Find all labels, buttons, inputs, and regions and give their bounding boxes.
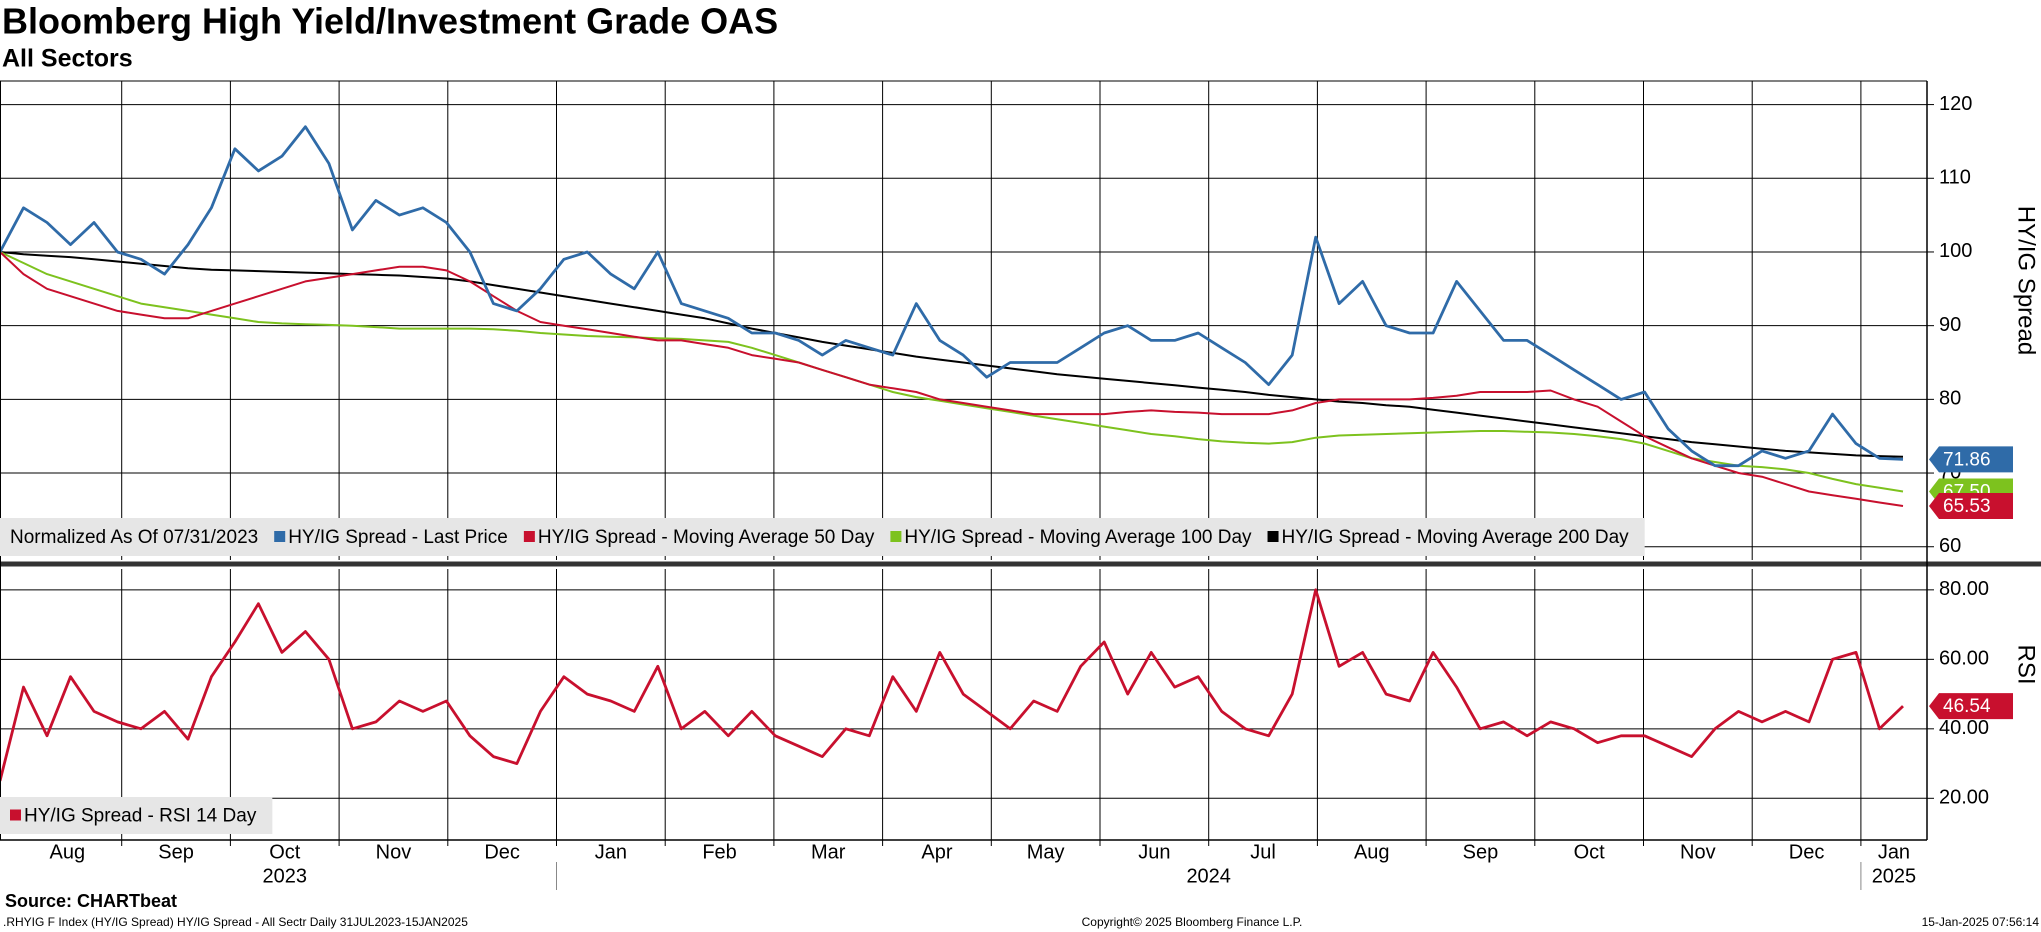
x-tick-label: Oct (269, 841, 301, 863)
last-value-box (1929, 446, 2013, 473)
series-line (0, 251, 1904, 507)
x-tick-label: Dec (484, 841, 520, 863)
last-value-box (1929, 693, 2013, 720)
ticker: .RHYIG F Index (HY/IG Spread) HY/IG Spre… (3, 915, 468, 929)
series-line (0, 251, 1904, 493)
legend-label: HY/IG Spread - Moving Average 100 Day (904, 527, 1252, 548)
x-tick-label: Apr (921, 841, 952, 863)
last-value-box (1929, 492, 2013, 519)
x-tick-label: Jan (1878, 841, 1910, 863)
x-tick-label: Mar (811, 841, 846, 863)
last-value-label: 71.86 (1943, 449, 1991, 470)
copyright: Copyright© 2025 Bloomberg Finance L.P. (1082, 915, 1303, 929)
legend-label: HY/IG Spread - Moving Average 200 Day (1282, 527, 1630, 548)
last-value-label: 65.53 (1943, 496, 1991, 517)
y-tick-label: 110 (1939, 167, 1971, 189)
chart-title: Bloomberg High Yield/Investment Grade OA… (2, 1, 778, 42)
x-tick-label: Sep (158, 841, 194, 863)
x-tick-label: Feb (702, 841, 736, 863)
y-tick-label: 100 (1939, 240, 1972, 262)
legend-swatch (523, 531, 535, 542)
last-value-label: 46.54 (1943, 696, 1991, 717)
y-tick-label: 20.00 (1939, 787, 1989, 809)
timestamp: 15-Jan-2025 07:56:14 (1922, 915, 2040, 929)
legend-label: HY/IG Spread - RSI 14 Day (24, 806, 257, 827)
y-tick-label: 120 (1939, 93, 1972, 115)
year-label: 2024 (1186, 865, 1231, 887)
x-tick-label: Dec (1789, 841, 1825, 863)
legend-box (0, 797, 273, 834)
x-tick-label: Sep (1463, 841, 1499, 863)
legend-label: HY/IG Spread - Last Price (288, 527, 508, 548)
y-tick-label: 60 (1939, 535, 1961, 557)
x-tick-label: May (1027, 841, 1065, 863)
x-tick-label: Nov (1680, 841, 1716, 863)
y-tick-label: 80 (1939, 388, 1961, 410)
x-tick-label: Jan (595, 841, 627, 863)
chart-subtitle: All Sectors (2, 45, 133, 73)
x-tick-label: Oct (1574, 841, 1606, 863)
year-label: 2023 (263, 865, 308, 887)
y-tick-label: 80.00 (1939, 578, 1989, 600)
legend-label: HY/IG Spread - Moving Average 50 Day (538, 527, 875, 548)
legend-note: Normalized As Of 07/31/2023 (10, 527, 258, 548)
y-axis-title: HY/IG Spread (2013, 206, 2040, 355)
series-line (0, 588, 1904, 782)
y-tick-label: 40.00 (1939, 717, 1989, 739)
source: Source: CHARTbeat (5, 891, 177, 911)
x-tick-label: Nov (376, 841, 412, 863)
year-label: 2025 (1872, 865, 1917, 887)
legend-swatch (890, 531, 902, 542)
y-tick-label: 60.00 (1939, 648, 1989, 670)
legend-swatch (10, 809, 21, 821)
legend-box (0, 518, 1645, 556)
x-tick-label: Aug (50, 841, 86, 863)
y-tick-label: 90 (1939, 314, 1961, 336)
y-axis-title: RSI (2013, 644, 2040, 684)
legend-swatch (1267, 531, 1279, 542)
x-tick-label: Aug (1354, 841, 1390, 863)
legend-swatch (274, 531, 286, 542)
x-tick-label: Jul (1250, 841, 1276, 863)
series-line (0, 125, 1904, 468)
series-line (0, 251, 1904, 458)
x-tick-label: Jun (1138, 841, 1170, 863)
